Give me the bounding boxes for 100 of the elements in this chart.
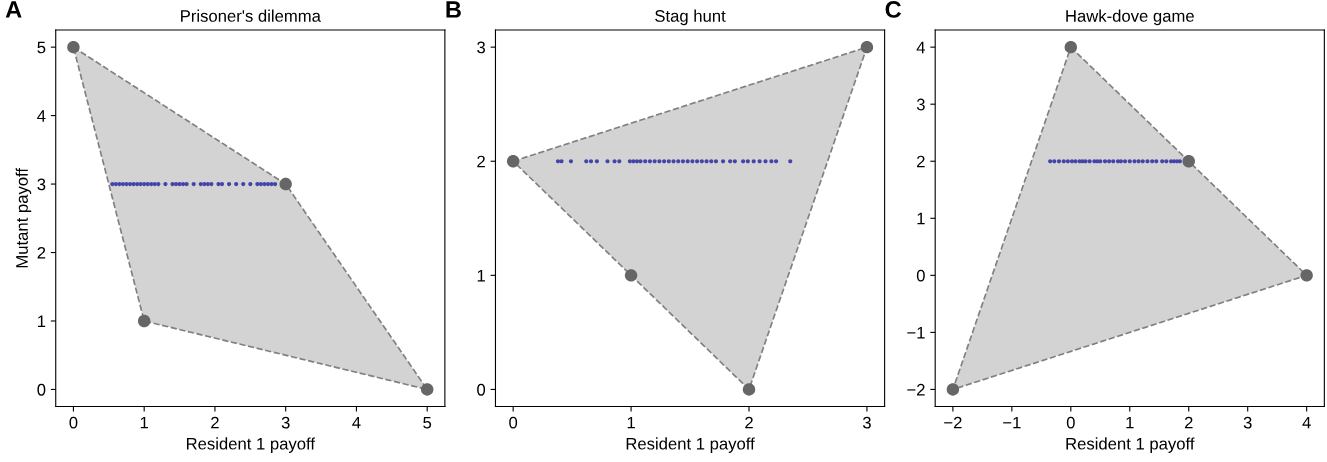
point [227,181,232,187]
point [769,159,774,164]
point [685,159,690,164]
point [647,159,653,164]
point [643,159,648,164]
y-tick-label: 5 [37,41,46,54]
y-tick-label: 4 [37,110,46,122]
text: B [446,1,461,18]
point [680,159,686,164]
point [216,181,221,187]
x-tick-label: 1 [140,416,148,429]
y-tick-label: 0 [477,383,486,396]
point [662,159,667,164]
y-tick-label: 3 [916,98,925,111]
point [1136,159,1141,164]
y-axis-title: Mutant payoff [15,167,32,268]
point [568,159,574,164]
point [763,159,768,164]
text: A [5,1,22,18]
point [156,181,161,187]
point [728,159,733,164]
x-tick-label: 2 [745,416,753,429]
point [690,159,695,164]
y-tick-label: −1 [907,326,925,339]
point [699,159,704,164]
point [638,159,643,164]
point [1087,159,1092,164]
x-axis-title: Resident 1 payoff [626,437,755,453]
point [117,181,122,187]
chart-title: Prisoner's dilemma [181,9,321,22]
point [631,159,636,164]
x-tick-label: 5 [423,416,432,429]
point [860,40,874,54]
point [1064,40,1078,54]
point [137,314,151,328]
point [191,181,196,187]
y-tick-label: 2 [37,246,46,259]
x-axis-title: Resident 1 payoff [1066,437,1195,453]
point [1052,159,1057,164]
point [704,159,709,164]
point [1061,159,1066,164]
point [170,181,175,187]
point [671,159,676,164]
point [634,159,640,164]
y-tick-label: 2 [477,155,485,168]
point [720,159,726,164]
point [127,181,133,187]
point [1102,159,1108,164]
text: C [885,1,902,18]
point [612,159,617,164]
point [774,159,779,164]
x-tick-label: −1 [1003,416,1021,429]
point [181,181,186,187]
point [1069,159,1075,164]
point [555,159,561,164]
y-tick-label: 4 [916,41,925,54]
point [588,159,594,164]
point [248,181,253,187]
point [695,159,700,164]
y-tick-label: 1 [917,212,925,225]
point [1300,269,1313,282]
chart-title: Stag hunt [655,9,726,26]
x-axis-title: Resident 1 payoff [186,437,316,453]
point [272,181,278,187]
x-tick-label: 2 [1184,416,1193,429]
point [420,383,434,396]
x-tick-label: 0 [509,416,518,429]
point [594,159,599,164]
point [163,181,168,187]
y-tick-label: −2 [907,383,925,396]
x-tick-label: −2 [944,416,962,429]
point [1140,159,1145,164]
x-tick-label: 0 [1066,416,1075,429]
point [265,181,271,187]
point [209,181,214,187]
x-tick-label: 3 [281,416,290,429]
point [732,159,737,164]
point [1164,159,1169,164]
point [1065,159,1070,164]
x-tick-label: 4 [352,416,361,429]
point [742,383,756,396]
x-tick-label: 1 [627,416,635,429]
x-tick-label: 1 [1126,416,1134,429]
point [1056,159,1062,164]
point [506,155,520,168]
y-tick-label: 1 [38,315,46,328]
point [652,159,657,164]
point [757,159,762,164]
point [559,159,564,164]
point [741,159,746,164]
point [745,159,750,164]
point [124,181,129,187]
point [946,383,960,396]
point [1127,159,1132,164]
point [1160,159,1165,164]
point [624,269,638,282]
point [617,159,622,164]
y-tick-label: 3 [37,178,46,191]
point [1122,159,1128,164]
y-tick-label: 3 [477,41,486,54]
